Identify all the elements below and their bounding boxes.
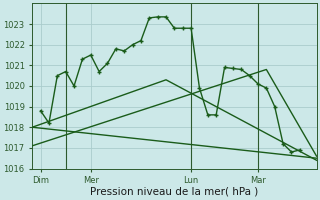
X-axis label: Pression niveau de la mer( hPa ): Pression niveau de la mer( hPa ) [90,187,259,197]
